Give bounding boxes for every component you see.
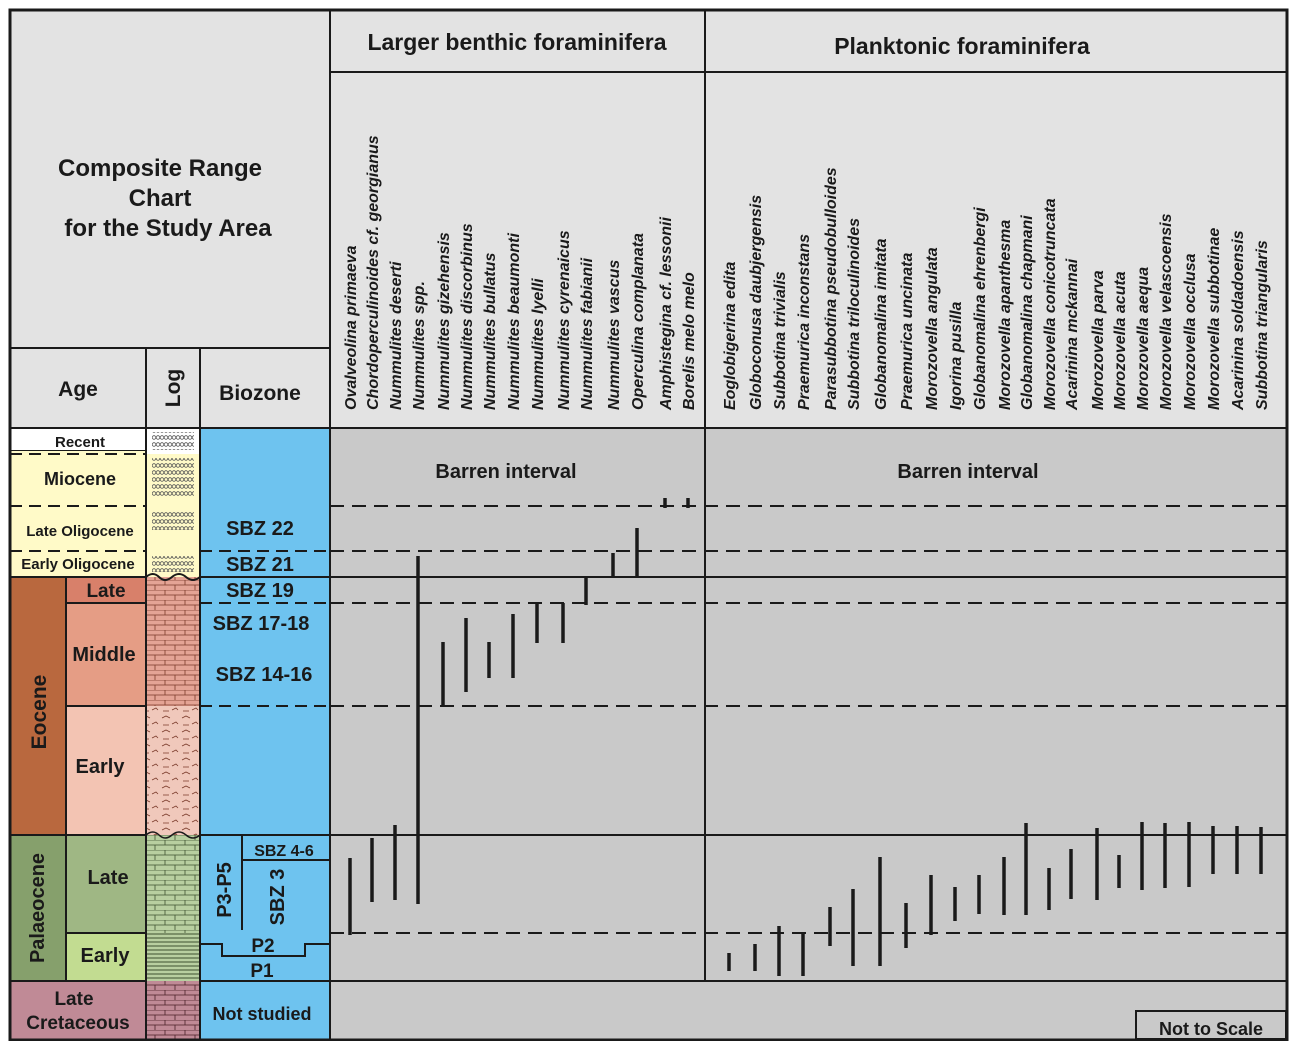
- biozone-p2: P2: [251, 936, 274, 957]
- species-label: Chordoperculinoides cf. georgianus: [365, 135, 382, 410]
- biozone-sbz4-6: SBZ 4-6: [254, 843, 314, 860]
- biozone-sbz21: SBZ 21: [226, 554, 294, 576]
- range-bars: [348, 498, 1263, 976]
- biozone-sbz3: SBZ 3: [267, 869, 289, 926]
- age-eocene-early: Early: [76, 756, 126, 778]
- species-label: Subbotina triloculinoides: [846, 218, 863, 410]
- biozone-p1: P1: [250, 961, 274, 982]
- species-label: Nummulites deserti: [388, 261, 405, 410]
- age-eocene-middle: Middle: [72, 644, 135, 666]
- species-label: Morozovella angulata: [924, 247, 941, 410]
- chart-title-line-2: Chart: [129, 185, 192, 212]
- species-label: Morozovella subbotinae: [1206, 228, 1223, 410]
- species-label: Nummulites beaumonti: [506, 233, 523, 410]
- species-label: Subbotina trivialis: [772, 271, 789, 410]
- biozone-sbz14-16: SBZ 14-16: [216, 664, 313, 686]
- age-cretaceous-line-2: Cretaceous: [26, 1013, 130, 1034]
- age-late-oligocene: Late Oligocene: [26, 523, 134, 540]
- barren-planktonic: Barren interval: [897, 461, 1038, 483]
- species-label: Nummulites lyelli: [530, 278, 547, 410]
- species-label: Eoglobigerina edita: [722, 261, 739, 410]
- species-label: Globoconusa daubjergensis: [748, 195, 765, 410]
- species-label: Nummulites fabianii: [579, 257, 596, 410]
- species-label: Nummulites gizehensis: [436, 232, 453, 410]
- species-label: Globanomalina chapmani: [1019, 215, 1036, 410]
- age-palaeocene-early: Early: [81, 945, 131, 967]
- species-label: Globanomalina imitata: [873, 238, 890, 410]
- species-label: Morozovella occlusa: [1182, 253, 1199, 410]
- species-label: Morozovella apanthesma: [997, 220, 1014, 410]
- biozone-sbz17-18: SBZ 17-18: [213, 613, 310, 635]
- age-recent: Recent: [55, 434, 105, 451]
- barren-benthic: Barren interval: [435, 461, 576, 483]
- age-early-oligocene: Early Oligocene: [21, 556, 134, 573]
- species-label: Praemurica uncinata: [899, 253, 916, 411]
- species-label: Morozovella acuta: [1112, 271, 1129, 410]
- age-palaeocene-late: Late: [87, 867, 128, 889]
- chart-title-line-3: for the Study Area: [64, 215, 272, 242]
- species-label: Morozovella parva: [1090, 270, 1107, 410]
- species-label: Subbotina triangularis: [1254, 240, 1271, 410]
- age-header: Age: [58, 378, 98, 401]
- biozone-column: [199, 427, 331, 1041]
- species-label: Nummulites spp.: [411, 281, 428, 410]
- age-miocene: Miocene: [44, 469, 116, 489]
- species-label: Globanomalina ehrenbergi: [972, 207, 989, 410]
- species-label: Igorina pusilla: [948, 301, 965, 410]
- benthic-header-box: [329, 9, 706, 429]
- species-label: Nummulites bullatus: [482, 253, 499, 410]
- chart-title-line-1: Composite Range: [58, 155, 262, 182]
- biozone-not-studied: Not studied: [213, 1004, 312, 1024]
- age-column: [9, 427, 147, 1041]
- species-label: Nummulites discorbinus: [459, 223, 476, 410]
- species-label: Morozovella velascoensis: [1158, 213, 1175, 410]
- age-cretaceous-line-1: Late: [54, 989, 93, 1010]
- species-label: Borelis melo melo: [681, 272, 698, 410]
- chart-area: [329, 427, 1288, 1041]
- species-label: Nummulites vascus: [606, 260, 623, 410]
- age-eocene-late: Late: [86, 581, 125, 602]
- biozone-sbz19: SBZ 19: [226, 580, 294, 602]
- species-label: Amphistegina cf. lessonii: [658, 217, 675, 411]
- lithology-log: [145, 427, 201, 1041]
- log-header: Log: [162, 369, 185, 407]
- species-label: Acarinina soldadoensis: [1230, 230, 1247, 411]
- title-box: [9, 9, 331, 349]
- biozone-sbz22: SBZ 22: [226, 518, 294, 540]
- species-label: Morozovella aequa: [1135, 267, 1152, 410]
- species-label: Morozovella conicotruncata: [1042, 198, 1059, 410]
- benthic-group-title: Larger benthic foraminifera: [367, 29, 666, 55]
- species-label: Parasubbotina pseudobulloides: [823, 167, 840, 410]
- age-palaeocene: Palaeocene: [27, 853, 49, 963]
- boundary-lines: [330, 505, 1287, 982]
- species-label: Acarinina mckannai: [1064, 258, 1081, 411]
- planktonic-group-title: Planktonic foraminifera: [834, 33, 1090, 59]
- biozone-header: Biozone: [219, 382, 301, 405]
- planktonic-header-box: [704, 9, 1288, 429]
- age-header-box: [9, 347, 147, 429]
- species-label: Praemurica inconstans: [796, 234, 813, 410]
- biozone-p3-p5: P3-P5: [214, 862, 236, 918]
- not-to-scale-label: Not to Scale: [1159, 1019, 1263, 1039]
- age-eocene: Eocene: [28, 675, 51, 750]
- species-labels: Ovalveolina primaeva Chordoperculinoides …: [343, 135, 1271, 411]
- species-label: Operculina complanata: [630, 233, 647, 410]
- species-label: Nummulites cyrenaicus: [556, 230, 573, 410]
- species-label: Ovalveolina primaeva: [343, 245, 360, 410]
